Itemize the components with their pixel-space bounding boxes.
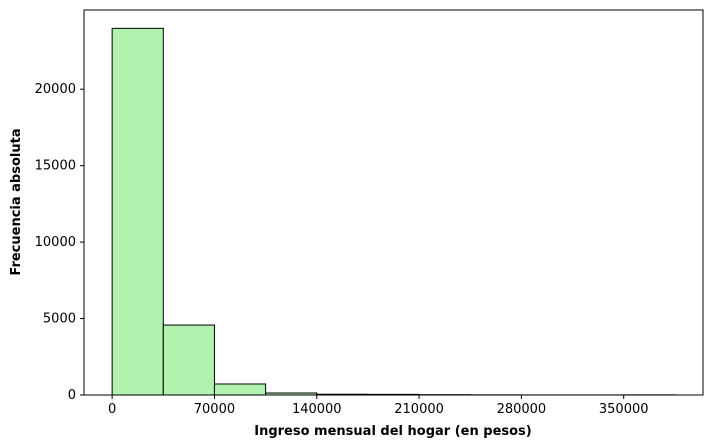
x-axis-label: Ingreso mensual del hogar (en pesos)	[254, 424, 532, 439]
bar	[213, 383, 267, 396]
y-tick-label: 15000	[35, 159, 76, 174]
y-tick-label: 5000	[43, 312, 76, 327]
x-tick-label: 140000	[292, 402, 342, 417]
plot-frame	[83, 9, 704, 396]
x-tick-label: 280000	[497, 402, 547, 417]
x-tick-label: 210000	[394, 402, 444, 417]
x-tick-label: 350000	[599, 402, 649, 417]
y-tick-label: 0	[68, 388, 76, 403]
y-tick-label: 10000	[35, 235, 76, 250]
x-tick-label: 70000	[194, 402, 235, 417]
y-axis-label: Frecuencia absoluta	[9, 128, 24, 275]
y-tick-label: 20000	[35, 82, 76, 97]
x-tick-label: 0	[108, 402, 116, 417]
bar	[111, 27, 164, 396]
bar	[162, 324, 215, 396]
